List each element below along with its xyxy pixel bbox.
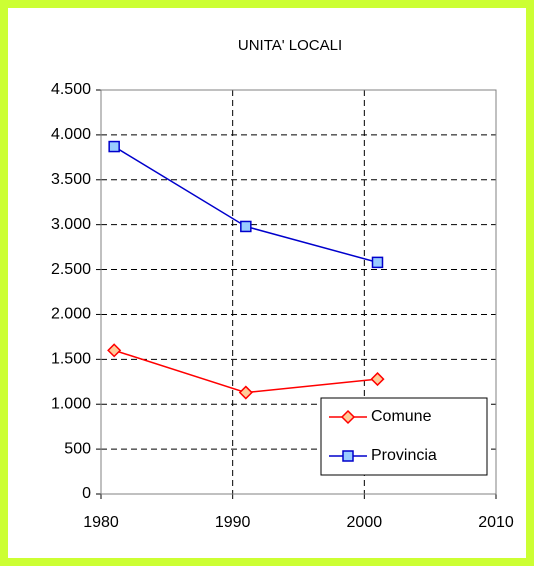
plot-border [100,89,497,495]
legend-label: Comune [371,408,432,425]
y-tick-label: 4.000 [51,126,91,143]
data-point [238,385,253,400]
y-tick-label: 4.500 [51,81,91,98]
y-tick-label: 1.000 [51,395,91,412]
y-tick-label: 3.000 [51,216,91,233]
legend-marker [342,450,354,462]
x-tick-label: 2000 [347,514,383,531]
x-tick-label: 2010 [478,514,514,531]
legend-label: Provincia [371,447,437,464]
legend-marker [340,409,356,425]
x-tick-label: 1980 [83,514,119,531]
chart-title: UNITA' LOCALI [238,37,342,54]
y-tick-label: 500 [64,440,91,457]
data-point [371,256,384,269]
y-tick-label: 3.500 [51,171,91,188]
data-point [240,220,252,233]
y-tick-label: 2.500 [51,261,91,278]
data-point [370,372,385,387]
x-tick-label: 1990 [215,514,251,531]
data-point [107,343,122,358]
y-tick-label: 0 [82,485,91,502]
y-tick-label: 2.000 [51,306,91,323]
y-tick-label: 1.500 [51,351,91,368]
data-point [108,140,120,153]
